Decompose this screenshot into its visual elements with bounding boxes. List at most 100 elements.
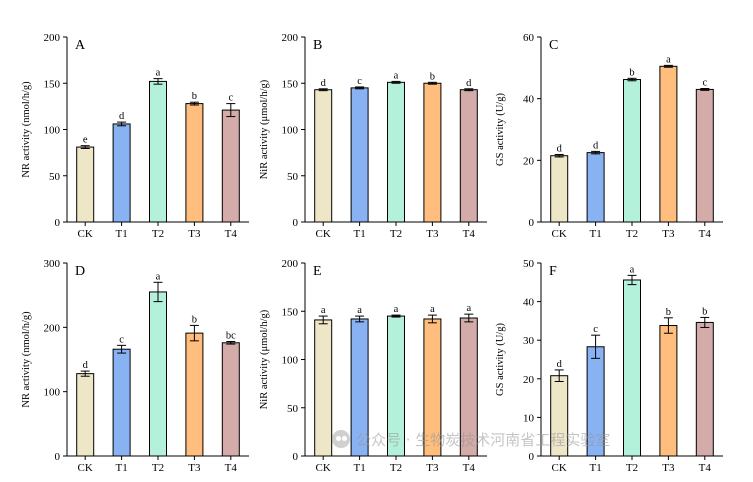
x-tick-label: CK (78, 228, 93, 240)
x-tick-label: T3 (188, 462, 201, 474)
significance-letter: a (321, 305, 326, 316)
significance-letter: d (593, 140, 599, 151)
y-axis-label: NiR activity (μmol/h/g) (259, 309, 270, 409)
wechat-icon (332, 430, 350, 448)
significance-letter: d (557, 359, 563, 370)
bar-ck (314, 89, 333, 223)
significance-letter: d (321, 78, 327, 89)
bar-t1 (350, 87, 369, 223)
bar-t3 (423, 82, 442, 223)
watermark: 公众号 · 生物炭技术河南省工程实验室 (332, 428, 610, 450)
y-tick-label: 50 (49, 171, 61, 183)
significance-letter: c (702, 77, 707, 88)
panel-c: 0 20 40 60 GS activity (U/g) Cd CK d T1 b T2 a T3 c T4 (495, 32, 723, 240)
x-tick-label: T4 (699, 228, 712, 240)
panel-e: 0 50 100 150 200 NiR activity (μmol/h/g) Ea CK a… (259, 258, 487, 474)
panel-label: C (549, 38, 558, 53)
panel-a: 0 50 100 150 200 NR activity (nmol/h/g) Ae CK d T… (21, 32, 249, 240)
panel-d: 0 100 200 300 NR activity (nmol/h/g) Dd CK c T1 a… (21, 258, 249, 474)
x-tick-label: T1 (115, 228, 127, 240)
bar-t1 (586, 152, 605, 223)
y-tick-label: 200 (44, 322, 61, 334)
significance-letter: b (629, 67, 634, 78)
bar-ck (76, 373, 95, 457)
x-tick-label: CK (552, 462, 567, 474)
significance-letter: a (430, 304, 435, 315)
y-tick-label: 50 (523, 258, 535, 270)
y-tick-label: 200 (282, 258, 299, 270)
y-tick-label: 200 (44, 32, 61, 44)
y-tick-label: 0 (293, 451, 299, 463)
bar-ck (76, 146, 95, 223)
panel-label: B (313, 38, 322, 53)
significance-letter: a (394, 304, 399, 315)
panel-label: A (75, 38, 86, 53)
bar-t2 (623, 279, 641, 457)
x-tick-label: T3 (188, 228, 201, 240)
y-tick-label: 0 (293, 217, 299, 229)
significance-letter: c (228, 93, 233, 104)
x-tick-label: T2 (626, 462, 638, 474)
x-tick-label: T4 (463, 228, 476, 240)
significance-letter: bc (226, 330, 236, 341)
x-tick-label: T2 (626, 228, 638, 240)
panel-label: D (75, 264, 85, 279)
x-tick-label: T2 (390, 462, 402, 474)
bar-t3 (185, 332, 204, 457)
y-tick-label: 40 (523, 94, 535, 106)
bar-t1 (112, 123, 131, 223)
significance-letter: d (557, 143, 563, 154)
significance-letter: a (357, 305, 362, 316)
bar-t4 (221, 109, 240, 223)
significance-letter: b (430, 71, 435, 82)
significance-letter: d (83, 360, 89, 371)
x-tick-label: T2 (152, 462, 164, 474)
x-tick-label: T1 (353, 462, 365, 474)
y-tick-label: 100 (44, 125, 61, 137)
x-tick-label: T4 (699, 462, 712, 474)
x-tick-label: T3 (426, 228, 439, 240)
watermark-text: 公众号 · 生物炭技术河南省工程实验室 (356, 430, 611, 449)
y-axis-label: NR activity (nmol/h/g) (21, 81, 32, 178)
y-axis-label: NiR activity (μmol/h/g) (259, 79, 270, 179)
x-tick-label: CK (316, 228, 331, 240)
significance-letter: b (192, 314, 197, 325)
significance-letter: a (666, 54, 671, 65)
y-tick-label: 150 (282, 78, 299, 90)
y-tick-label: 150 (282, 306, 299, 318)
x-tick-label: T1 (115, 462, 127, 474)
y-tick-label: 300 (44, 258, 61, 270)
x-tick-label: CK (78, 462, 93, 474)
significance-letter: e (83, 135, 88, 146)
x-tick-label: T3 (662, 462, 675, 474)
y-tick-label: 0 (55, 451, 61, 463)
x-tick-label: T1 (589, 228, 601, 240)
y-axis-label: NR activity (nmol/h/g) (21, 311, 32, 408)
significance-letter: b (192, 91, 197, 102)
bar-t3 (659, 325, 678, 457)
significance-letter: b (666, 307, 671, 318)
bar-ck (314, 319, 333, 457)
bar-t2 (387, 81, 405, 223)
y-tick-label: 200 (282, 32, 299, 44)
bar-t3 (659, 65, 678, 223)
y-tick-label: 20 (523, 374, 535, 386)
significance-letter: c (357, 76, 362, 87)
panel-label: F (549, 264, 557, 279)
x-tick-label: T2 (152, 228, 164, 240)
x-tick-label: T4 (225, 228, 238, 240)
y-tick-label: 100 (282, 355, 299, 367)
x-tick-label: T4 (225, 462, 238, 474)
bar-t2 (149, 80, 167, 223)
y-tick-label: 30 (523, 335, 535, 347)
x-tick-label: T3 (662, 228, 675, 240)
x-tick-label: CK (316, 462, 331, 474)
y-tick-label: 0 (55, 217, 61, 229)
bar-t2 (623, 79, 641, 223)
y-tick-label: 150 (44, 78, 61, 90)
significance-letter: d (466, 78, 472, 89)
significance-letter: a (156, 68, 161, 79)
x-tick-label: CK (552, 228, 567, 240)
significance-letter: d (119, 111, 125, 122)
